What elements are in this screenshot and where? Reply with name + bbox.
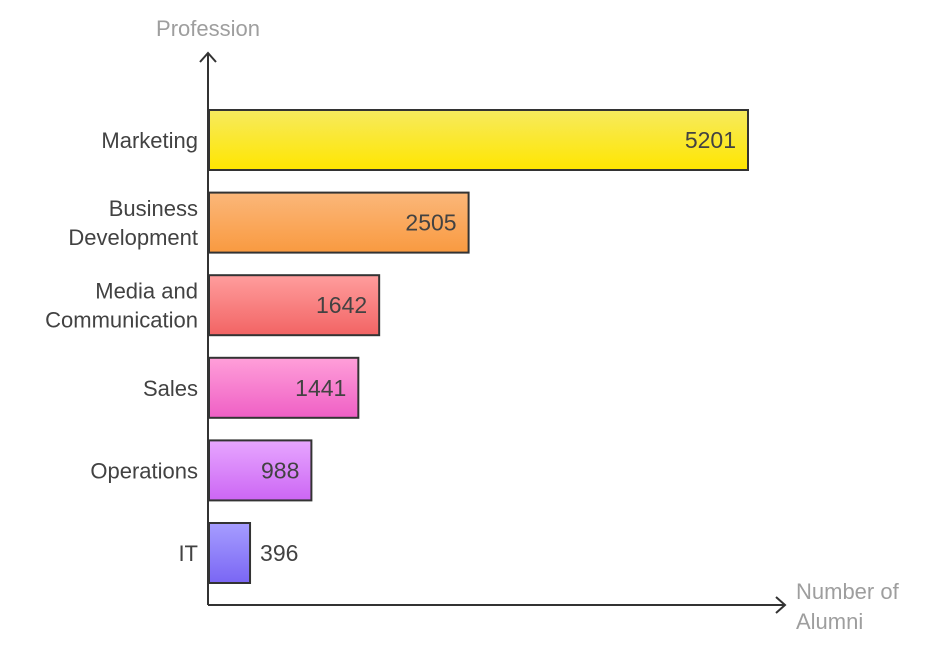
category-label-line: Media and (95, 279, 198, 304)
value-label: 396 (260, 540, 298, 566)
x-axis-title: Number of Alumni (796, 579, 905, 634)
value-label: 2505 (405, 210, 456, 236)
value-label: 1441 (295, 375, 346, 401)
category-label-line: Communication (45, 308, 198, 333)
value-label: 1642 (316, 292, 367, 318)
value-label: 988 (261, 457, 299, 483)
category-label: Operations (90, 458, 198, 483)
bar-sales (208, 356, 360, 419)
value-label: 5201 (685, 127, 736, 153)
category-label: IT (178, 541, 198, 566)
bar-business-development (208, 191, 470, 254)
bar-marketing (208, 109, 749, 171)
category-label-line: Development (68, 225, 198, 250)
x-axis-arrow (775, 596, 787, 614)
category-label-line: Marketing (101, 128, 198, 153)
category-label: Business Development (68, 196, 198, 250)
x-axis-title-line-2: Alumni (796, 609, 863, 634)
bars-group: 5201 Marketing 2505 Business Development 1642… (45, 109, 749, 584)
y-axis-arrow (199, 51, 217, 63)
category-label-line: Business (109, 196, 198, 221)
category-label: Marketing (101, 128, 198, 153)
category-label: Sales (143, 376, 198, 401)
y-axis-title: Profession (156, 16, 260, 41)
category-label-line: IT (178, 541, 198, 566)
category-label-line: Sales (143, 376, 198, 401)
bar-it (208, 522, 252, 584)
category-label: Media and Communication (45, 279, 198, 333)
bar-media-and-communication (208, 274, 381, 337)
x-axis-title-line-1: Number of (796, 579, 900, 604)
bar-operations (208, 439, 313, 502)
category-label-line: Operations (90, 458, 198, 483)
